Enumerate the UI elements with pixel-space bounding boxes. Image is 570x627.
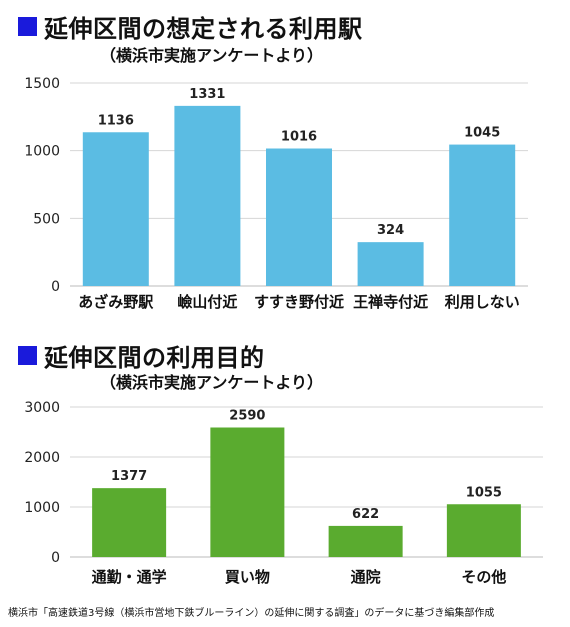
chart2-title-text: 延伸区間の利用目的 (44, 344, 265, 372)
data-label: 622 (352, 507, 379, 522)
data-label: 1045 (464, 126, 500, 141)
x-tick-label: あざみ野駅 (78, 293, 154, 311)
x-tick-label: 利用しない (445, 293, 520, 311)
bar (446, 504, 521, 557)
data-label: 1331 (189, 87, 225, 102)
x-tick-label: その他 (461, 568, 506, 586)
data-label: 1016 (281, 130, 317, 145)
title-square-icon (18, 17, 37, 36)
chart2-plot: 0 1000 2000 3000 1377 通勤・通学 2590 買い物 622 通院 1055 その… (24, 400, 543, 586)
x-tick-label: 通院 (351, 568, 381, 586)
y-tick-label: 1500 (24, 76, 60, 92)
bar (210, 427, 285, 557)
bar (328, 525, 403, 557)
chart1-subtitle: （横浜市実施アンケートより） (100, 46, 324, 65)
bar (449, 144, 516, 286)
bar (174, 105, 241, 286)
y-tick-label: 3000 (24, 400, 60, 416)
data-label: 1055 (466, 485, 502, 500)
y-tick-label: 0 (51, 550, 60, 566)
x-tick-label: すすき野付近 (254, 293, 344, 311)
chart2-title: 延伸区間の利用目的 (18, 338, 265, 373)
bar (82, 132, 149, 286)
data-label: 2590 (229, 409, 265, 424)
chart1-plot: 0 500 1000 1500 1136 あざみ野駅 1331 嶮山付近 1016 すすき野付近 3… (24, 76, 528, 311)
data-label: 324 (377, 223, 404, 238)
x-tick-label: 王禅寺付近 (353, 293, 428, 311)
y-tick-label: 0 (51, 279, 60, 295)
y-tick-label: 2000 (24, 450, 60, 466)
chart1-title: 延伸区間の想定される利用駅 (18, 9, 363, 44)
data-label: 1377 (111, 469, 147, 484)
bar (266, 148, 332, 286)
chart1-title-text: 延伸区間の想定される利用駅 (44, 15, 363, 43)
chart2-subtitle: （横浜市実施アンケートより） (100, 373, 324, 392)
y-tick-label: 1000 (24, 144, 60, 160)
y-tick-label: 1000 (24, 500, 60, 516)
x-tick-label: 通勤・通学 (92, 568, 167, 586)
y-tick-label: 500 (33, 211, 60, 227)
title-square-icon (18, 346, 37, 365)
bar (92, 488, 167, 557)
x-tick-label: 買い物 (225, 568, 270, 586)
source-note: 横浜市「高速鉄道3号線（横浜市営地下鉄ブルーライン）の延伸に関する調査」のデータ… (8, 608, 495, 619)
x-tick-label: 嶮山付近 (177, 293, 237, 311)
bar (357, 242, 424, 286)
data-label: 1136 (98, 113, 134, 128)
